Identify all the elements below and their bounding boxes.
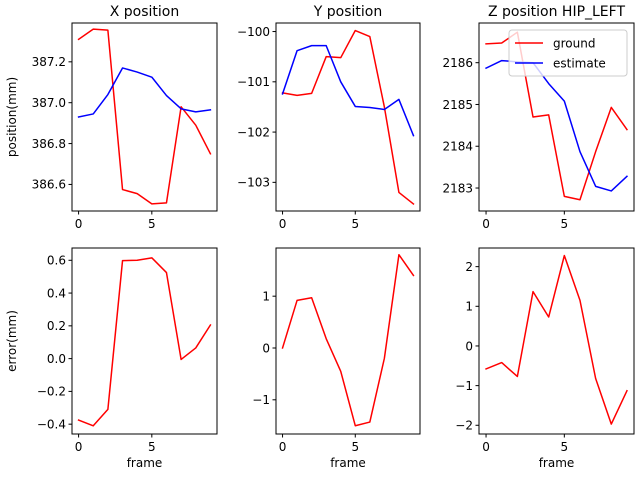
series-line-ground	[77, 28, 212, 205]
chart-title: Y position	[313, 4, 382, 20]
subplot-2: 0 5 −103 −102 −101 −100 Y position	[237, 4, 421, 231]
series-line-error	[485, 254, 628, 425]
y-tick-label: 2	[465, 260, 473, 274]
y-tick-label: 387.0	[32, 96, 66, 110]
y-tick-label: 0.6	[47, 254, 66, 268]
legend-label-estimate: estimate	[553, 56, 606, 70]
x-tick-label: 5	[561, 440, 569, 454]
y-tick-label: −1	[455, 379, 473, 393]
x-tick-label: 5	[351, 217, 359, 231]
subplot-1: 0 5 386.6 386.8 387.0 387.2 X position position…	[5, 4, 218, 231]
axes-frame	[275, 247, 421, 435]
y-tick-label: 2183	[442, 181, 473, 195]
y-tick-label: −1	[252, 393, 270, 407]
series-line-estimate	[281, 44, 415, 137]
y-tick-label: 2186	[442, 56, 473, 70]
y-tick-label: 0.4	[47, 286, 66, 300]
y-tick-label: 386.8	[32, 137, 66, 151]
y-axis-label: error(mm)	[5, 310, 19, 372]
subplot-5: 0 5 −1 0 1 frame	[252, 247, 421, 470]
y-tick-label: −103	[237, 176, 270, 190]
y-tick-label: 0	[262, 341, 270, 355]
chart-title: X position	[110, 4, 180, 20]
axes-frame	[478, 247, 635, 435]
series-line-estimate	[77, 67, 212, 118]
axes-frame	[275, 22, 421, 212]
y-axis-label: position(mm)	[5, 77, 19, 157]
x-tick-label: 5	[148, 440, 156, 454]
subplot-4: 0 5 −0.4 −0.2 0.0 0.2 0.4 0.6 frame error(mm)	[5, 247, 218, 470]
series-line-estimate	[485, 59, 629, 192]
chart-title: Z position HIP_LEFT	[488, 4, 625, 20]
y-tick-label: 386.6	[32, 178, 66, 192]
y-tick-label: 387.2	[32, 55, 66, 69]
x-tick-label: 0	[75, 217, 83, 231]
x-tick-label: 0	[482, 440, 490, 454]
x-tick-label: 0	[279, 440, 287, 454]
series-line-ground	[281, 29, 415, 206]
subplot-6: 0 5 −2 −1 0 1 2 frame	[455, 247, 635, 470]
y-tick-label: 0.2	[47, 319, 66, 333]
y-tick-label: −100	[237, 25, 270, 39]
legend-box	[508, 29, 628, 77]
axes-frame	[71, 247, 218, 435]
x-axis-label: frame	[127, 456, 163, 470]
y-tick-label: −2	[455, 419, 473, 433]
y-tick-label: −0.2	[37, 385, 66, 399]
y-tick-label: 2185	[442, 98, 473, 112]
y-tick-label: 1	[262, 289, 270, 303]
x-tick-label: 5	[148, 217, 156, 231]
x-axis-label: frame	[539, 456, 575, 470]
y-tick-label: −101	[237, 75, 270, 89]
y-tick-label: −0.4	[37, 417, 66, 431]
y-tick-label: 0	[465, 339, 473, 353]
x-tick-label: 5	[561, 217, 569, 231]
y-tick-label: −102	[237, 125, 270, 139]
y-tick-label: 1	[465, 300, 473, 314]
x-tick-label: 5	[351, 440, 359, 454]
axes-frame	[71, 22, 218, 212]
x-tick-label: 0	[279, 217, 287, 231]
legend: ground estimate	[508, 29, 628, 77]
y-tick-label: 0.0	[47, 352, 66, 366]
axes-frame	[478, 22, 635, 212]
x-tick-label: 0	[75, 440, 83, 454]
x-axis-label: frame	[330, 456, 366, 470]
series-line-error	[281, 253, 415, 427]
series-line-error	[77, 257, 212, 427]
x-tick-label: 0	[482, 217, 490, 231]
legend-label-ground: ground	[553, 36, 595, 50]
y-tick-label: 2184	[442, 140, 473, 154]
subplot-3: 0 5 2183 2184 2185 2186 Z position HIP_LEFTgro…	[442, 4, 635, 231]
